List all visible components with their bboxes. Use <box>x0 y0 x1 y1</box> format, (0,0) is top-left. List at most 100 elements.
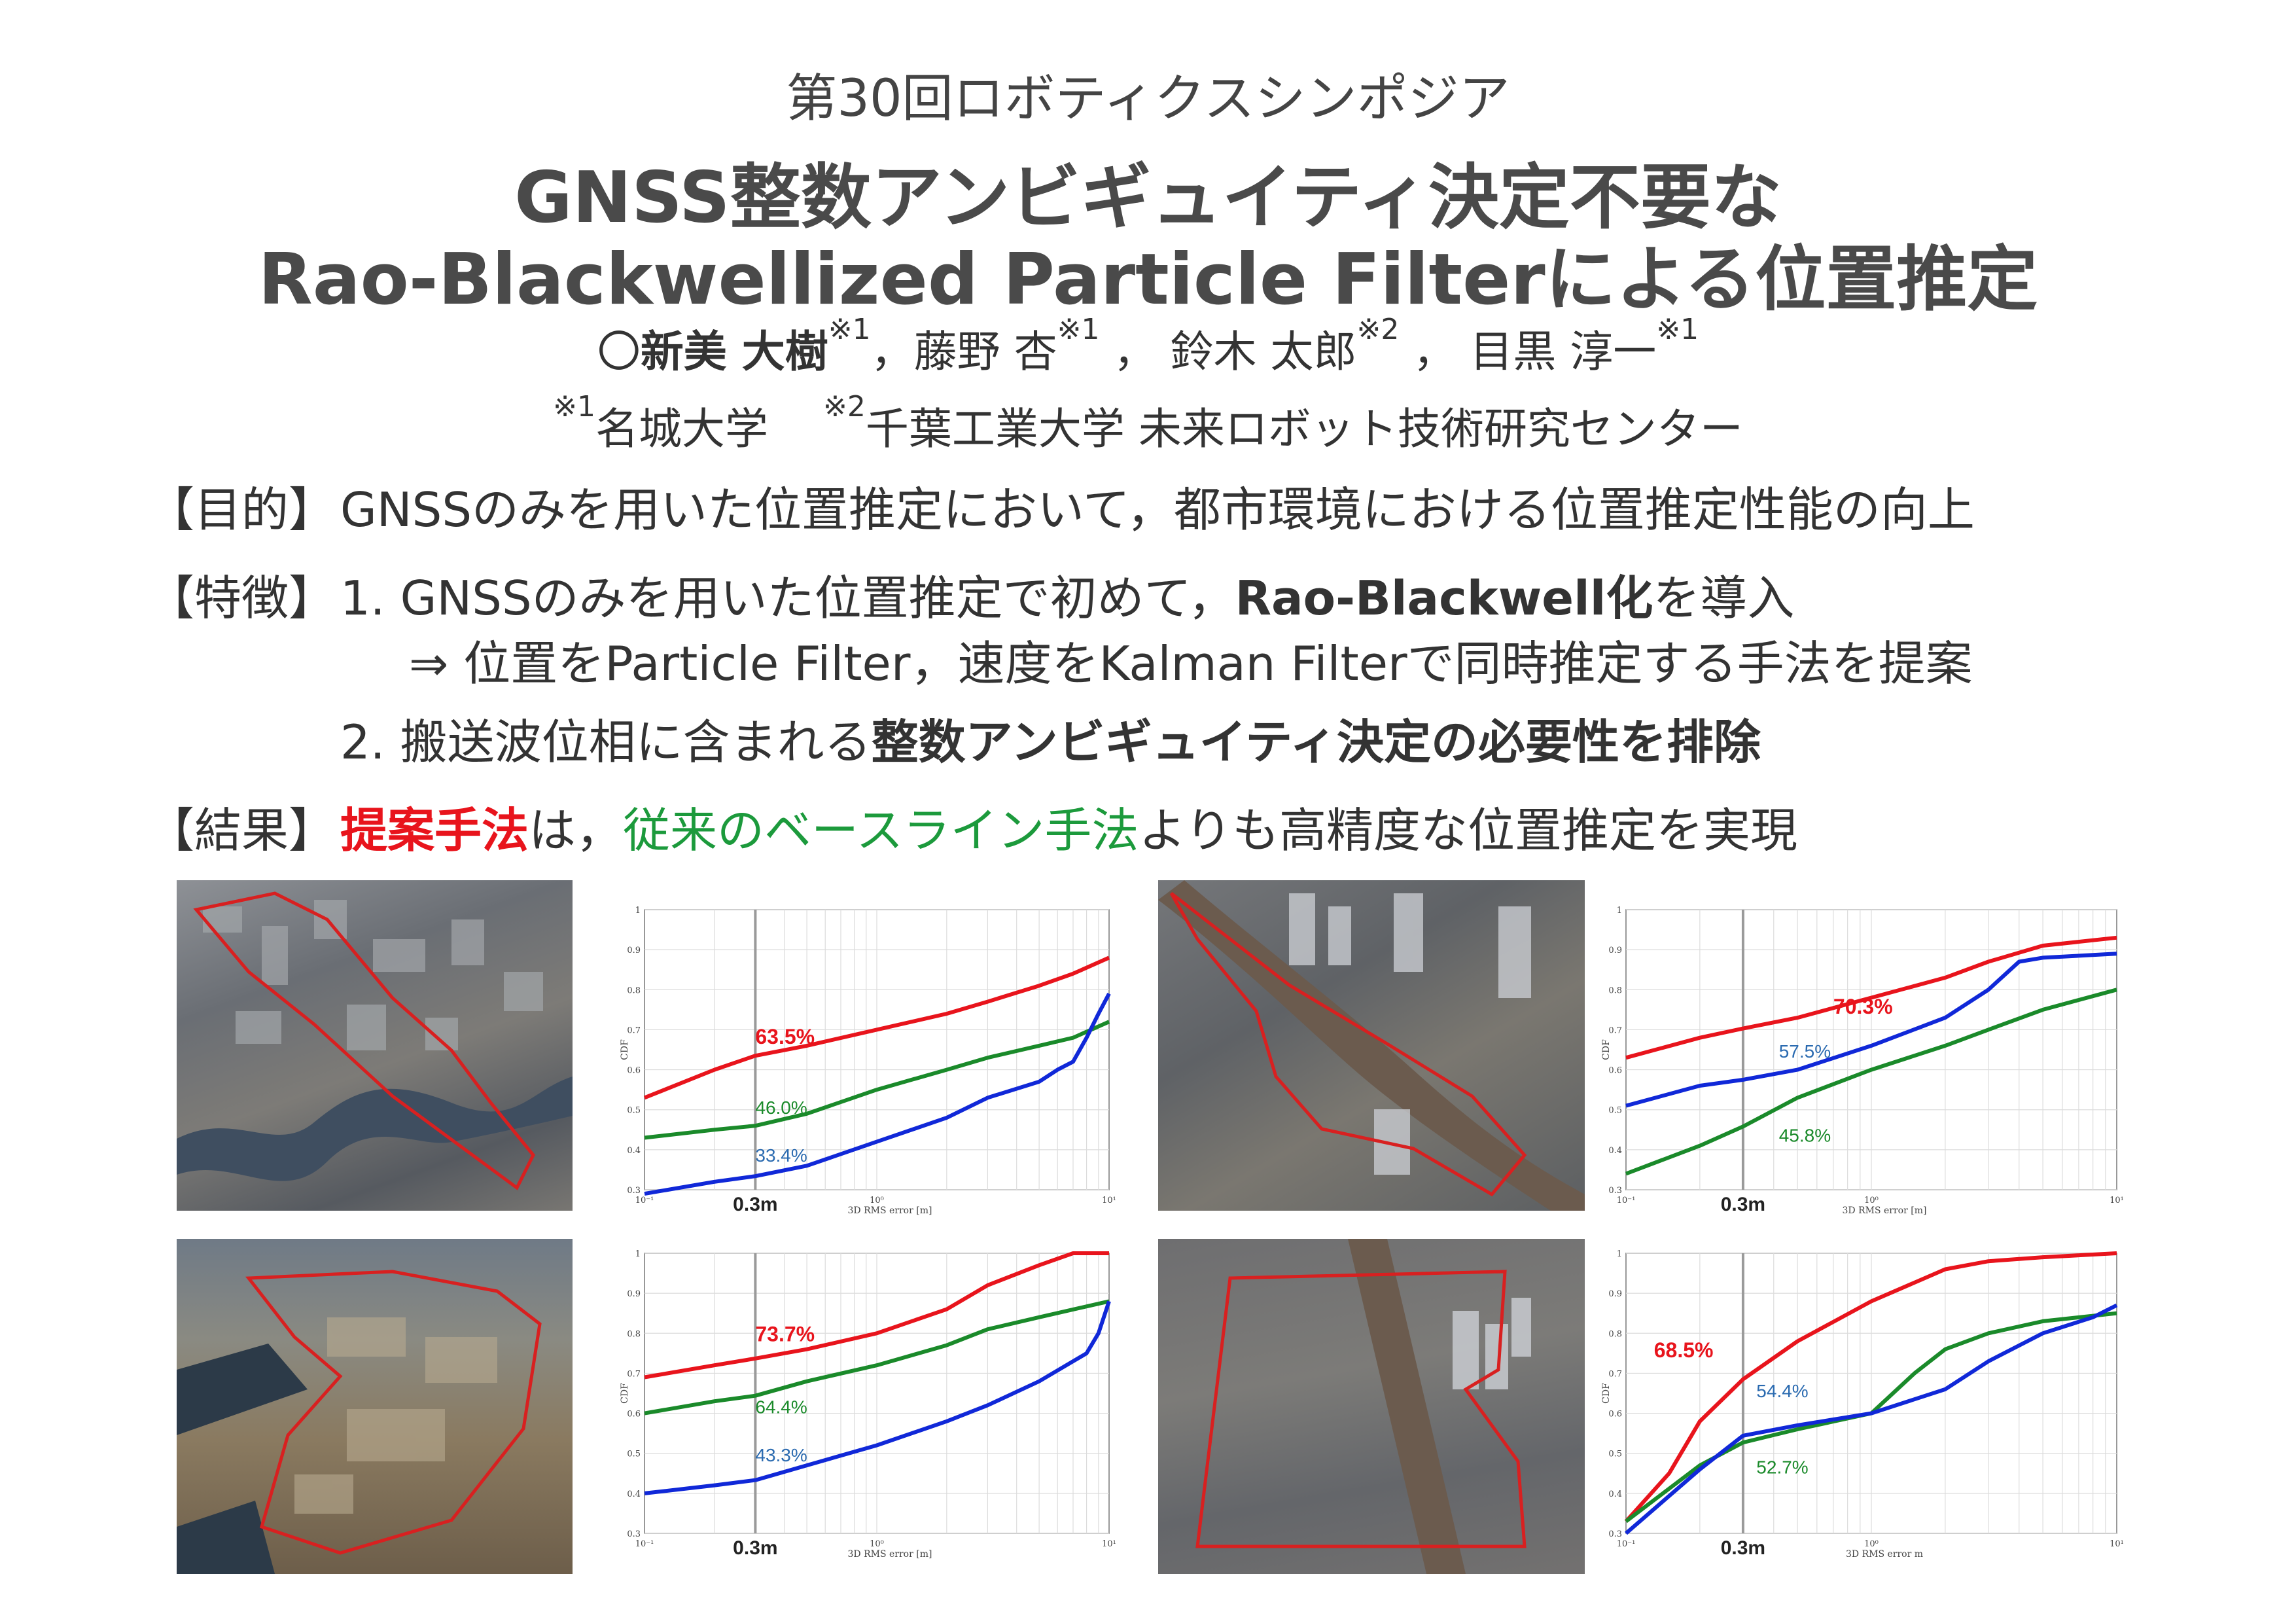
affiliation-1-mark: ※1 <box>553 390 596 423</box>
x-tick-label: 10¹ <box>2110 1196 2123 1205</box>
cdf-chart-1: 0.3 0.4 0.5 0.6 0.7 0.8 0.9 1 10⁻¹ 10⁰ 10¹ 0.3m 3D R… <box>618 903 1116 1243</box>
building-blocks <box>203 900 543 1050</box>
author-separator: ， <box>1099 327 1157 377</box>
y-tick-label: 0.7 <box>1608 1026 1622 1035</box>
affiliation-list: ※1名城大学 ※2千葉工業大学 未来ロボット技術研究センター <box>0 390 2296 457</box>
threshold-label: 0.3m <box>733 1194 777 1215</box>
river-shape <box>177 1077 573 1181</box>
route-overlay <box>1195 1270 1527 1548</box>
y-tick-label: 1 <box>635 906 641 916</box>
cdf-chart-4-svg: 0.3 0.4 0.5 0.6 0.7 0.8 0.9 1 10⁻¹ 10⁰ 10¹ 0.3m 3D R… <box>1601 1249 2123 1560</box>
percentage-label: 33.4% <box>755 1145 807 1166</box>
aerial-photo-1-image <box>177 891 573 1190</box>
y-tick-label: 0.6 <box>1608 1410 1622 1419</box>
y-tick-label: 0.9 <box>627 1289 641 1299</box>
y-tick-label: 0.4 <box>627 1146 641 1156</box>
tower-blocks <box>1453 1298 1531 1389</box>
aerial-photo-2 <box>177 1239 573 1574</box>
purpose-label: 【目的】 <box>147 482 336 537</box>
cdf-chart-2-svg: 0.3 0.4 0.5 0.6 0.7 0.8 0.9 1 10⁻¹ 10⁰ 10¹ 0.3m 3D R… <box>1601 906 2123 1216</box>
y-tick-label: 0.5 <box>627 1450 641 1459</box>
x-tick-label: 10¹ <box>2110 1539 2123 1549</box>
feature-1-detail: ⇒ 位置をParticle Filter，速度をKalman Filterで同時… <box>409 636 1973 691</box>
warehouse-blocks <box>294 1317 497 1514</box>
y-axis-label: CDF <box>1601 1383 1612 1404</box>
tower-blocks <box>1289 893 1531 1175</box>
y-tick-label: 0.5 <box>1608 1106 1622 1116</box>
x-tick-label: 10⁰ <box>1864 1196 1879 1205</box>
author-4-affil: ※1 <box>1656 313 1699 346</box>
y-tick-label: 0.5 <box>627 1106 641 1116</box>
x-tick-label: 10⁰ <box>870 1539 884 1549</box>
x-axis-label: 3D RMS error [m] <box>1843 1205 1927 1216</box>
aerial-photo-1 <box>177 880 573 1211</box>
cdf-series-3 <box>1625 1303 2118 1535</box>
cdf-chart-4: 0.3 0.4 0.5 0.6 0.7 0.8 0.9 1 10⁻¹ 10⁰ 10¹ 0.3m 3D R… <box>1600 1247 2123 1587</box>
railway-corridor <box>1348 1239 1466 1574</box>
feature-2-prefix: 2. 搬送波位相に含まれる <box>340 715 872 770</box>
feature-1-suffix: を導入 <box>1653 571 1795 626</box>
y-tick-label: 0.8 <box>1608 986 1622 995</box>
threshold-label: 0.3m <box>733 1537 777 1559</box>
y-tick-label: 0.8 <box>1608 1329 1622 1339</box>
x-tick-label: 10⁻¹ <box>1617 1196 1636 1205</box>
percentage-label: 57.5% <box>1779 1041 1831 1061</box>
features-label: 【特徴】 <box>147 571 336 626</box>
cdf-chart-3-svg: 0.3 0.4 0.5 0.6 0.7 0.8 0.9 1 10⁻¹ 10⁰ 10¹ 0.3m 3D R… <box>620 1249 1116 1560</box>
percentage-label: 64.4% <box>755 1397 807 1418</box>
results-text: 提案手法は，従来のベースライン手法よりも高精度な位置推定を実現 <box>340 792 1797 861</box>
results-label: 【結果】 <box>147 803 336 858</box>
author-list: 〇新美 大樹※1，藤野 杏※1 ， 鈴木 太郎※2 ， 目黒 淳一※1 <box>0 313 2296 380</box>
cdf-chart-2: 0.3 0.4 0.5 0.6 0.7 0.8 0.9 1 10⁻¹ 10⁰ 10¹ 0.3m 3D R… <box>1600 903 2123 1243</box>
aerial-photo-4-image <box>1195 1239 1531 1574</box>
percentage-label: 46.0% <box>755 1097 807 1118</box>
y-tick-label: 0.9 <box>1608 1289 1622 1299</box>
y-tick-label: 1 <box>1617 906 1622 916</box>
cdf-series-2 <box>1625 952 2117 1108</box>
affiliation-1: 名城大学 <box>595 404 769 454</box>
author-3: 鈴木 太郎 <box>1170 327 1357 377</box>
x-tick-label: 10⁻¹ <box>635 1196 654 1205</box>
y-tick-label: 0.3 <box>627 1186 641 1196</box>
threshold-label: 0.3m <box>1721 1194 1765 1215</box>
percentage-label: 43.3% <box>755 1445 807 1465</box>
y-axis-label: CDF <box>620 1039 630 1060</box>
railway-corridor <box>1158 880 1585 1211</box>
cdf-series-2 <box>644 1299 1110 1416</box>
percentage-label: 63.5% <box>755 1025 815 1048</box>
threshold-label: 0.3m <box>1721 1537 1765 1559</box>
cdf-series-3 <box>644 1300 1111 1495</box>
y-tick-label: 0.5 <box>1608 1450 1622 1459</box>
cdf-series-2 <box>644 1020 1110 1140</box>
y-tick-label: 0.9 <box>627 946 641 955</box>
title-line-1: GNSS整数アンビギュイティ決定不要な <box>514 157 1782 239</box>
route-overlay <box>1169 892 1527 1197</box>
x-tick-label: 10⁻¹ <box>1617 1539 1636 1549</box>
y-tick-label: 0.8 <box>627 986 641 995</box>
feature-2: 2. 搬送波位相に含まれる整数アンビギュイティ決定の必要性を排除 <box>340 704 1761 772</box>
percentage-label: 70.3% <box>1833 995 1893 1018</box>
y-tick-label: 1 <box>1617 1249 1622 1259</box>
author-presenter-affil: ※1 <box>828 313 871 346</box>
results-connector: は， <box>529 803 624 858</box>
cdf-series-3 <box>644 992 1111 1196</box>
y-tick-label: 0.3 <box>1608 1186 1622 1196</box>
affiliation-2-mark: ※2 <box>822 390 866 423</box>
aerial-photo-4 <box>1158 1239 1585 1574</box>
percentage-label: 54.4% <box>1756 1381 1808 1401</box>
conference-name: 第30回ロボティクスシンポジア <box>786 69 1510 128</box>
y-tick-label: 0.8 <box>627 1329 641 1339</box>
results-baseline: 従来のベースライン手法 <box>623 803 1139 858</box>
author-separator: ， <box>1399 327 1457 377</box>
cdf-chart-3: 0.3 0.4 0.5 0.6 0.7 0.8 0.9 1 10⁻¹ 10⁰ 10¹ 0.3m 3D R… <box>618 1247 1116 1587</box>
y-tick-label: 0.3 <box>627 1529 641 1539</box>
x-tick-label: 10⁰ <box>1864 1539 1879 1549</box>
y-tick-label: 0.7 <box>1608 1369 1622 1379</box>
results-proposed: 提案手法 <box>340 803 529 858</box>
aerial-photo-2-image <box>177 1270 542 1574</box>
bay-water <box>177 1344 308 1435</box>
aerial-photo-3-image <box>1158 880 1585 1211</box>
y-tick-label: 0.4 <box>1608 1146 1622 1156</box>
purpose-text: GNSSのみを用いた位置推定において，都市環境における位置推定性能の向上 <box>340 482 1975 537</box>
cdf-series-1 <box>644 1251 1109 1380</box>
